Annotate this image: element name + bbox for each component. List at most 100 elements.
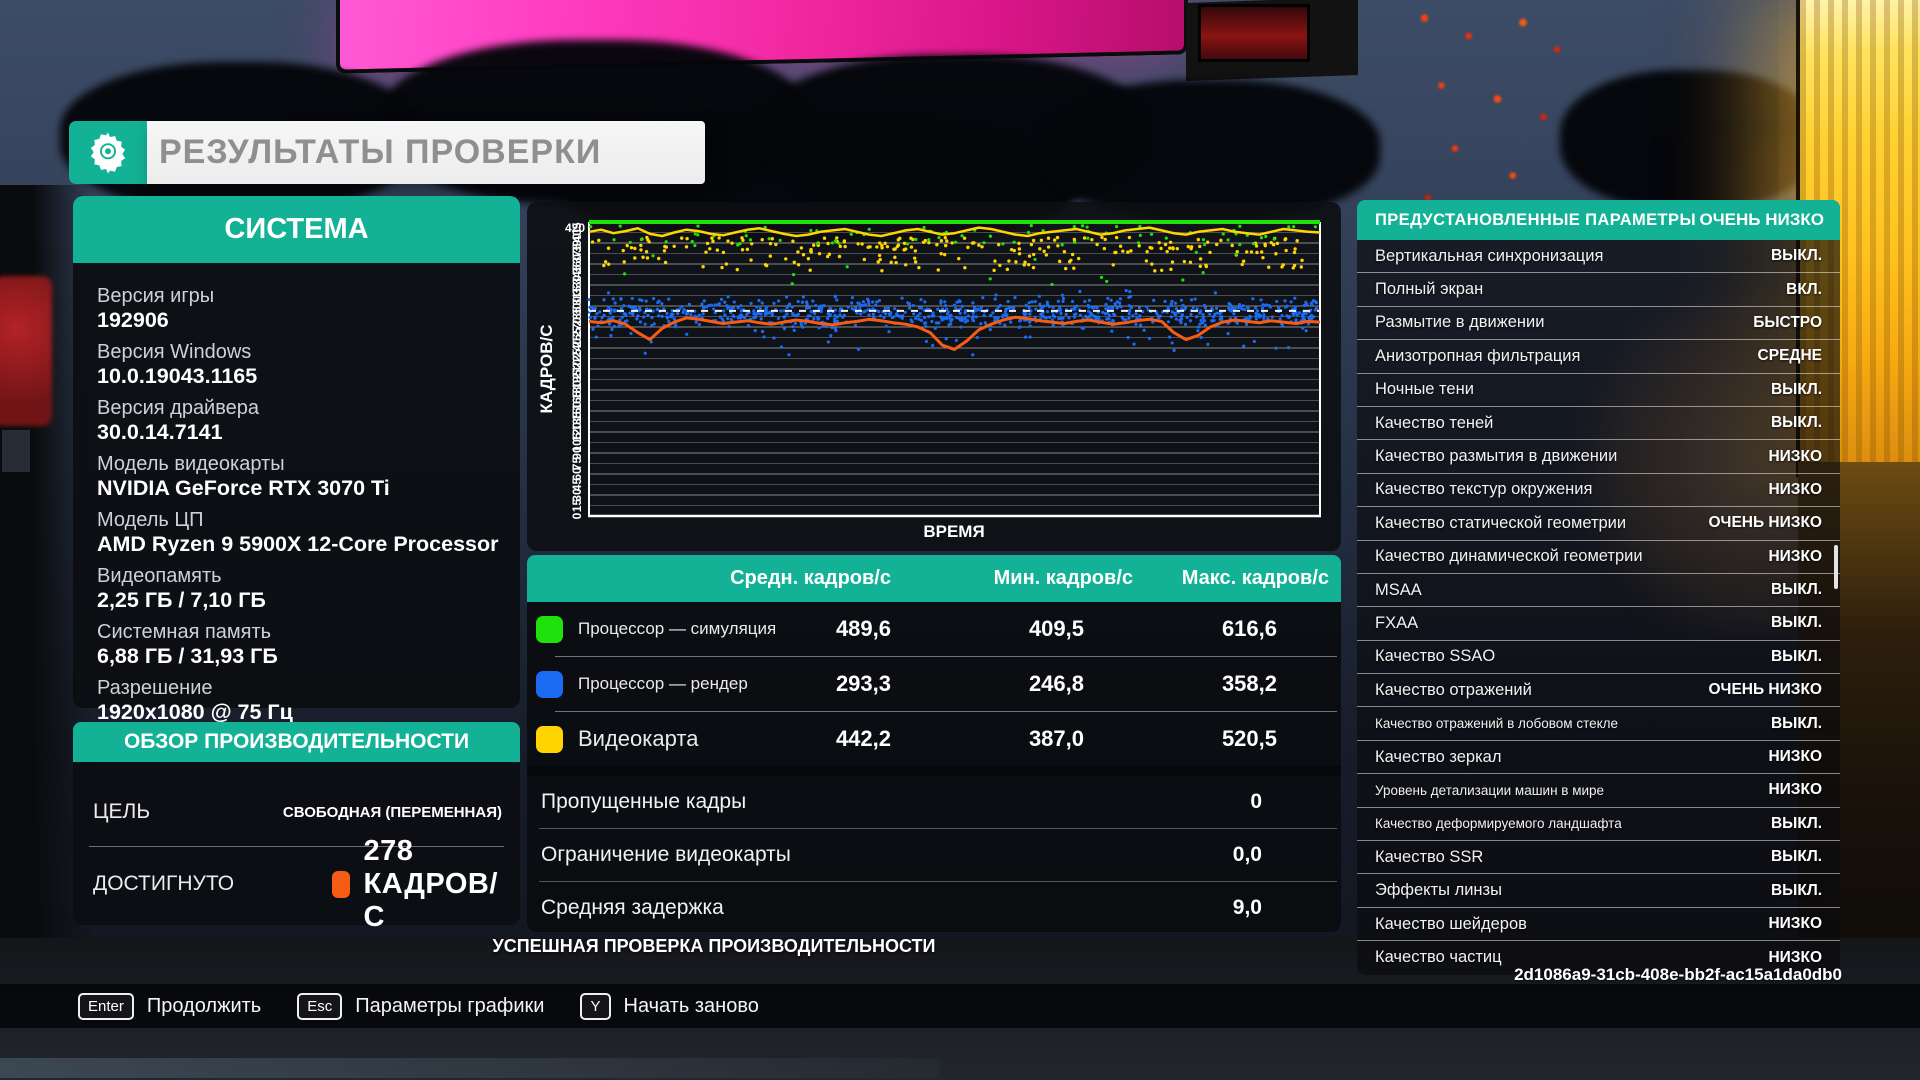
footer-button-restart[interactable]: Y Начать заново — [580, 992, 759, 1020]
target-label: ЦЕЛЬ — [93, 800, 151, 823]
scrollbar-thumb[interactable] — [1834, 545, 1838, 589]
setting-row-13: Качество отражений ОЧЕНЬ НИЗКО — [1357, 674, 1840, 708]
fps-table-rows: Процессор — симуляция 489,6 409,5 616,6 Проц… — [527, 602, 1341, 766]
gear-icon-box — [69, 121, 147, 184]
series-max-value: 358,2 — [1221, 671, 1277, 696]
metric-value: 0,0 — [1232, 843, 1262, 866]
setting-row-2: Размытие в движении БЫСТРО — [1357, 307, 1840, 341]
target-row: ЦЕЛЬ СВОБОДНАЯ (ПЕРЕМЕННАЯ) — [73, 784, 520, 840]
system-info-item: Версия Windows 10.0.19043.1165 — [97, 341, 510, 388]
setting-label: Качество SSR — [1375, 847, 1484, 866]
setting-value: ВЫКЛ. — [1770, 881, 1822, 899]
background-red-lights — [1404, 0, 1574, 225]
system-info-value: NVIDIA GeForce RTX 3070 Ti — [97, 476, 390, 500]
system-info-item: Версия драйвера 30.0.14.7141 — [97, 397, 510, 444]
setting-value: СРЕДНЕ — [1757, 347, 1822, 365]
overview-panel: ЦЕЛЬ СВОБОДНАЯ (ПЕРЕМЕННАЯ) ДОСТИГНУТО 2… — [73, 762, 520, 933]
svg-text:150: 150 — [570, 401, 584, 421]
setting-label: Вертикальная синхронизация — [1375, 246, 1604, 265]
setting-value: НИЗКО — [1768, 480, 1822, 498]
setting-label: Ночные тени — [1375, 380, 1474, 399]
system-info-item: Видеопамять 2,25 ГБ / 7,10 ГБ — [97, 565, 510, 612]
series-label: Видеокарта — [578, 726, 699, 751]
footer-button-graphics-settings[interactable]: Esc Параметры графики — [297, 992, 544, 1020]
svg-text:420: 420 — [565, 221, 585, 235]
svg-text:30: 30 — [570, 488, 584, 502]
setting-row-12: Качество SSAO ВЫКЛ. — [1357, 641, 1840, 675]
fps-chart-svg: 0153045607590105120135150165180195210225… — [565, 220, 1321, 519]
setting-label: FXAA — [1375, 613, 1419, 632]
svg-text:405: 405 — [570, 222, 584, 242]
series-color-swatch-cpu-simulation — [536, 616, 563, 643]
preset-header-label: ПРЕДУСТАНОВЛЕННЫЕ ПАРАМЕТРЫ — [1375, 210, 1696, 229]
setting-value: ВЫКЛ. — [1770, 848, 1822, 866]
series-color-swatch-cpu-render — [536, 671, 563, 698]
setting-row-14: Качество отражений в лобовом стекле ВЫКЛ. — [1357, 707, 1840, 741]
key-badge-enter[interactable]: Enter — [78, 992, 134, 1020]
setting-label: Качество частиц — [1375, 948, 1502, 967]
benchmark-session-id: 2d1086a9-31cb-408e-bb2f-ac15a1da0db0 — [1514, 965, 1842, 984]
achieved-row: ДОСТИГНУТО 278 КАДРОВ/С — [73, 835, 520, 933]
system-info-value: 2,25 ГБ / 7,10 ГБ — [97, 588, 266, 612]
system-info-item: Системная память 6,88 ГБ / 31,93 ГБ — [97, 621, 510, 668]
setting-label: Качество шейдеров — [1375, 914, 1527, 933]
page-title-text: РЕЗУЛЬТАТЫ ПРОВЕРКИ — [159, 133, 602, 171]
svg-text:0: 0 — [570, 512, 584, 519]
svg-text:315: 315 — [570, 285, 584, 305]
setting-row-8: Качество статической геометрии ОЧЕНЬ НИЗК… — [1357, 507, 1840, 541]
system-info-value: 30.0.14.7141 — [97, 420, 223, 444]
fps-table-header: Средн. кадров/с Мин. кадров/с Макс. кадр… — [527, 555, 1341, 602]
svg-text:15: 15 — [570, 499, 584, 513]
setting-row-5: Качество теней ВЫКЛ. — [1357, 407, 1840, 441]
svg-text:60: 60 — [570, 467, 584, 481]
benchmark-success-message: УСПЕШНАЯ ПРОВЕРКА ПРОИЗВОДИТЕЛЬНОСТИ — [492, 936, 936, 956]
setting-value: НИЗКО — [1768, 781, 1822, 799]
setting-value: ВЫКЛ. — [1770, 647, 1822, 665]
preset-header-value: ОЧЕНЬ НИЗКО — [1699, 210, 1824, 229]
system-info-item: Модель ЦП AMD Ryzen 9 5900X 12-Core Proce… — [97, 509, 510, 556]
background-crate — [2, 430, 30, 472]
metric-value: 0 — [1250, 790, 1262, 813]
series-min-value: 246,8 — [1028, 671, 1084, 696]
setting-label: Эффекты линзы — [1375, 881, 1502, 900]
setting-value: БЫСТРО — [1753, 313, 1822, 331]
achieved-label: ДОСТИГНУТО — [93, 872, 235, 895]
system-info-value: 1920x1080 @ 75 Гц — [97, 700, 293, 724]
setting-label: MSAA — [1375, 580, 1422, 599]
setting-label: Размытие в движении — [1375, 313, 1545, 332]
background-red-screen — [1198, 4, 1310, 62]
setting-value: ОЧЕНЬ НИЗКО — [1708, 681, 1823, 699]
setting-value: ВЫКЛ. — [1770, 380, 1822, 398]
svg-text:135: 135 — [570, 411, 584, 431]
series-label: Процессор — симуляция — [578, 619, 777, 638]
series-color-swatch-gpu — [536, 726, 563, 753]
setting-value: ВЫКЛ. — [1770, 414, 1822, 432]
svg-text:330: 330 — [570, 275, 584, 295]
footer-button-continue[interactable]: Enter Продолжить — [78, 992, 261, 1020]
setting-label: Качество отражений в лобовом стекле — [1375, 716, 1619, 732]
row-divider — [555, 656, 1337, 657]
svg-text:255: 255 — [570, 327, 584, 347]
svg-text:345: 345 — [570, 264, 584, 284]
preset-panel-header: ПРЕДУСТАНОВЛЕННЫЕ ПАРАМЕТРЫ ОЧЕНЬ НИЗКО — [1357, 200, 1840, 240]
setting-row-19: Эффекты линзы ВЫКЛ. — [1357, 874, 1840, 908]
background-red-tent — [0, 276, 52, 426]
row-divider — [555, 711, 1337, 712]
system-info-label: Системная память — [97, 621, 272, 643]
metric-label: Средняя задержка — [541, 896, 724, 919]
series-min-value: 387,0 — [1028, 726, 1084, 751]
column-header-avg: Средн. кадров/с — [730, 567, 891, 589]
setting-row-0: Вертикальная синхронизация ВЫКЛ. — [1357, 240, 1840, 274]
key-badge-esc[interactable]: Esc — [297, 992, 343, 1020]
fps-results-table: Средн. кадров/с Мин. кадров/с Макс. кадр… — [527, 555, 1341, 932]
svg-text:210: 210 — [570, 359, 584, 379]
system-panel: СИСТЕМА Версия игры 192906 Версия Windows 1… — [73, 196, 520, 724]
setting-label: Качество деформируемого ландшафта — [1375, 816, 1622, 832]
svg-text:90: 90 — [570, 446, 584, 460]
setting-row-16: Уровень детализации машин в мире НИЗКО — [1357, 774, 1840, 808]
key-badge-y[interactable]: Y — [580, 992, 611, 1020]
system-info-value: AMD Ryzen 9 5900X 12-Core Processor — [97, 532, 499, 556]
setting-value: НИЗКО — [1768, 547, 1822, 565]
svg-text:120: 120 — [570, 422, 584, 442]
gear-icon — [90, 132, 126, 173]
